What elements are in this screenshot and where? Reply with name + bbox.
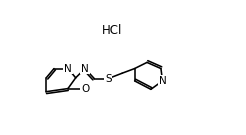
Text: S: S <box>105 74 112 84</box>
Text: N: N <box>81 64 89 74</box>
Text: N: N <box>159 76 166 86</box>
Text: HCl: HCl <box>102 24 122 37</box>
Text: O: O <box>81 84 89 94</box>
Text: N: N <box>64 64 72 74</box>
